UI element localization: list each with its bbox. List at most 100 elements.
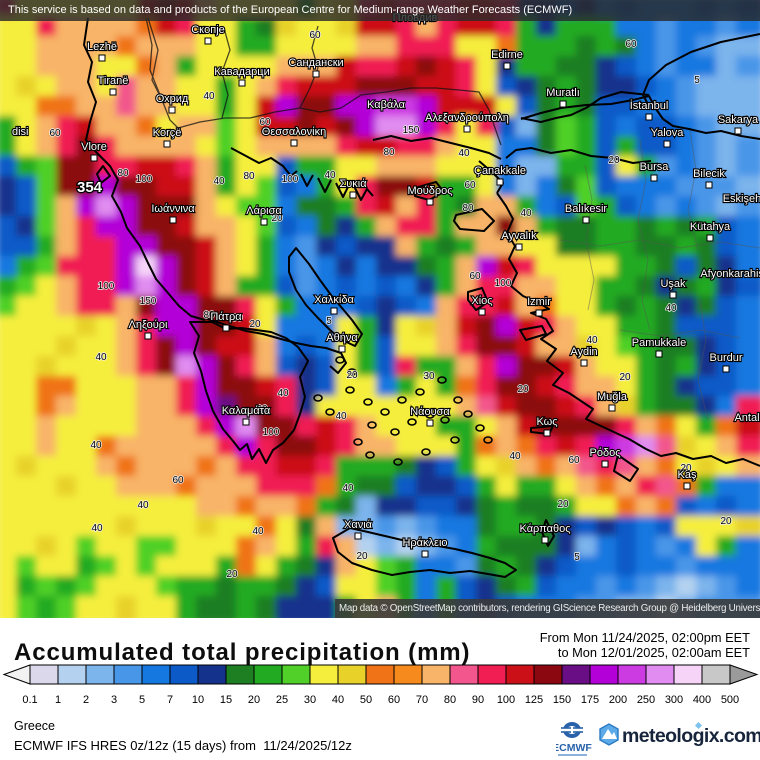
svg-text:Korçë: Korçë xyxy=(153,127,182,139)
svg-text:20: 20 xyxy=(608,155,620,166)
svg-text:40: 40 xyxy=(213,176,225,187)
svg-text:100: 100 xyxy=(98,281,115,292)
svg-text:40: 40 xyxy=(91,523,103,534)
svg-text:60: 60 xyxy=(172,475,184,486)
svg-text:Сандански: Сандански xyxy=(288,57,343,69)
svg-text:80: 80 xyxy=(243,171,255,182)
svg-text:meteologix.com: meteologix.com xyxy=(622,725,760,747)
svg-text:disi: disi xyxy=(12,126,29,138)
svg-text:20: 20 xyxy=(517,384,529,395)
svg-text:Κως: Κως xyxy=(536,416,557,428)
svg-text:60: 60 xyxy=(464,180,476,191)
svg-text:Αλεξανδρούπολη: Αλεξανδρούπολη xyxy=(425,112,509,124)
svg-text:Izmir: Izmir xyxy=(527,296,551,308)
svg-text:20: 20 xyxy=(720,516,732,527)
svg-text:80: 80 xyxy=(383,147,395,158)
svg-text:100: 100 xyxy=(263,427,280,438)
svg-text:Κάρπαθος: Κάρπαθος xyxy=(520,523,571,535)
svg-text:100: 100 xyxy=(495,278,512,289)
svg-text:Χαλκίδα: Χαλκίδα xyxy=(314,294,354,306)
svg-text:20: 20 xyxy=(557,499,569,510)
svg-text:60: 60 xyxy=(231,313,243,324)
svg-text:Lezhë: Lezhë xyxy=(87,41,117,53)
svg-text:Uşak: Uşak xyxy=(660,278,686,290)
svg-text:20: 20 xyxy=(619,372,631,383)
svg-text:100: 100 xyxy=(136,174,153,185)
svg-text:Afyonkarahisar: Afyonkarahisar xyxy=(700,268,760,280)
svg-text:Скопје: Скопје xyxy=(191,24,225,36)
svg-text:5: 5 xyxy=(326,316,332,327)
svg-text:Ayvalık: Ayvalık xyxy=(501,230,537,242)
svg-text:150: 150 xyxy=(403,125,420,136)
svg-text:60: 60 xyxy=(256,404,268,415)
svg-text:40: 40 xyxy=(137,500,149,511)
svg-text:Λάρισα: Λάρισα xyxy=(246,205,282,217)
svg-text:40: 40 xyxy=(458,148,470,159)
svg-text:Θεσσαλονίκη: Θεσσαλονίκη xyxy=(262,126,326,138)
svg-text:40: 40 xyxy=(324,170,336,181)
svg-text:20: 20 xyxy=(249,319,261,330)
svg-text:Vlore: Vlore xyxy=(81,141,107,153)
svg-text:20: 20 xyxy=(680,463,692,474)
svg-text:40: 40 xyxy=(90,440,102,451)
svg-text:Sakarya: Sakarya xyxy=(718,114,759,126)
svg-text:5: 5 xyxy=(574,552,580,563)
svg-text:80: 80 xyxy=(462,203,474,214)
svg-text:İstanbul: İstanbul xyxy=(630,99,669,112)
svg-text:20: 20 xyxy=(356,551,368,562)
svg-text:100: 100 xyxy=(282,174,299,185)
svg-text:Antal: Antal xyxy=(734,412,759,424)
svg-text:60: 60 xyxy=(259,117,271,128)
svg-text:Aydin: Aydin xyxy=(570,346,597,358)
svg-text:60: 60 xyxy=(625,39,637,50)
svg-text:Ρόδος: Ρόδος xyxy=(590,447,621,459)
svg-text:20: 20 xyxy=(346,370,358,381)
svg-text:40: 40 xyxy=(665,303,677,314)
svg-text:Muratlı: Muratlı xyxy=(546,87,580,99)
svg-text:Охрид: Охрид xyxy=(156,93,189,105)
svg-text:Balıkesir: Balıkesir xyxy=(565,203,608,215)
svg-text:Pamukkale: Pamukkale xyxy=(632,337,686,349)
svg-text:40: 40 xyxy=(586,335,598,346)
svg-text:40: 40 xyxy=(203,91,215,102)
svg-text:Νάουσα: Νάουσα xyxy=(410,406,450,418)
svg-text:Πάτρα: Πάτρα xyxy=(210,311,242,323)
svg-text:150: 150 xyxy=(140,296,157,307)
svg-text:Muğla: Muğla xyxy=(597,391,628,403)
svg-text:Tiranë: Tiranë xyxy=(98,75,129,87)
svg-text:40: 40 xyxy=(509,451,521,462)
svg-text:30: 30 xyxy=(423,371,435,382)
svg-text:40: 40 xyxy=(277,388,289,399)
svg-text:60: 60 xyxy=(49,128,61,139)
svg-text:60: 60 xyxy=(568,455,580,466)
svg-text:Bursa: Bursa xyxy=(640,161,670,173)
svg-text:Ληξούρι: Ληξούρι xyxy=(129,319,168,331)
svg-text:Συκιά: Συκιά xyxy=(339,178,367,190)
svg-text:Kütahya: Kütahya xyxy=(690,221,731,233)
svg-text:Kaş: Kaş xyxy=(678,469,697,481)
svg-text:Χανιά: Χανιά xyxy=(344,519,373,531)
svg-text:Bilecik: Bilecik xyxy=(693,168,725,180)
svg-text:Καβάλα: Καβάλα xyxy=(367,99,406,111)
svg-text:20: 20 xyxy=(226,569,238,580)
svg-text:5: 5 xyxy=(694,75,700,86)
svg-text:Çanakkale: Çanakkale xyxy=(474,165,526,177)
svg-text:ECMWF: ECMWF xyxy=(556,742,592,754)
svg-text:Burdur: Burdur xyxy=(709,352,742,364)
svg-text:Καλαμάτα: Καλαμάτα xyxy=(222,405,271,417)
svg-text:Ιωάννινα: Ιωάννινα xyxy=(151,203,195,215)
svg-text:60: 60 xyxy=(469,271,481,282)
svg-text:40: 40 xyxy=(252,526,264,537)
svg-text:80: 80 xyxy=(117,168,129,179)
svg-text:60: 60 xyxy=(309,30,321,41)
svg-text:80: 80 xyxy=(203,310,215,321)
svg-text:40: 40 xyxy=(520,208,532,219)
svg-text:20: 20 xyxy=(271,213,283,224)
svg-text:Eskişehir: Eskişehir xyxy=(723,193,760,205)
svg-text:Кавадарци: Кавадарци xyxy=(214,66,269,78)
svg-text:Αθήνα: Αθήνα xyxy=(326,332,358,344)
svg-text:Χίος: Χίος xyxy=(471,295,492,307)
svg-text:40: 40 xyxy=(95,352,107,363)
svg-text:40: 40 xyxy=(342,483,354,494)
svg-text:Yalova: Yalova xyxy=(651,127,685,139)
